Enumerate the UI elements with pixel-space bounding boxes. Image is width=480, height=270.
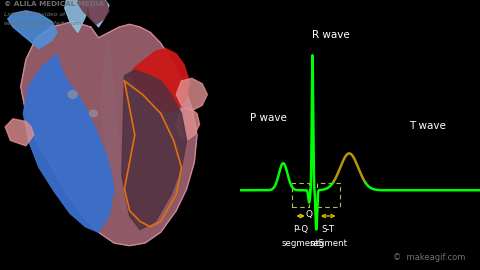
Text: S: S (317, 239, 323, 248)
Polygon shape (122, 70, 187, 230)
Text: ©  makeagif.com: © makeagif.com (393, 253, 466, 262)
Text: segment: segment (309, 239, 347, 248)
Polygon shape (130, 49, 189, 113)
Text: License this video at: License this video at (4, 12, 65, 17)
Ellipse shape (89, 110, 97, 117)
Ellipse shape (68, 91, 77, 98)
Text: www.AlilamedicalMedia.com: www.AlilamedicalMedia.com (4, 21, 82, 26)
Polygon shape (101, 40, 124, 216)
Text: P-Q: P-Q (293, 225, 308, 234)
Polygon shape (8, 11, 57, 49)
Text: © ALILA MEDICAL MEDIA: © ALILA MEDICAL MEDIA (4, 1, 104, 7)
Text: R wave: R wave (312, 31, 350, 40)
Polygon shape (176, 108, 200, 140)
Polygon shape (21, 22, 197, 246)
Polygon shape (176, 78, 207, 111)
Polygon shape (24, 54, 114, 232)
Polygon shape (78, 0, 109, 24)
Text: Q: Q (306, 210, 312, 219)
Text: S-T: S-T (322, 225, 335, 234)
Polygon shape (88, 0, 109, 27)
Text: P wave: P wave (251, 113, 287, 123)
Polygon shape (5, 119, 34, 146)
Polygon shape (65, 0, 88, 32)
Text: segment: segment (282, 239, 320, 248)
Text: T wave: T wave (409, 121, 445, 131)
